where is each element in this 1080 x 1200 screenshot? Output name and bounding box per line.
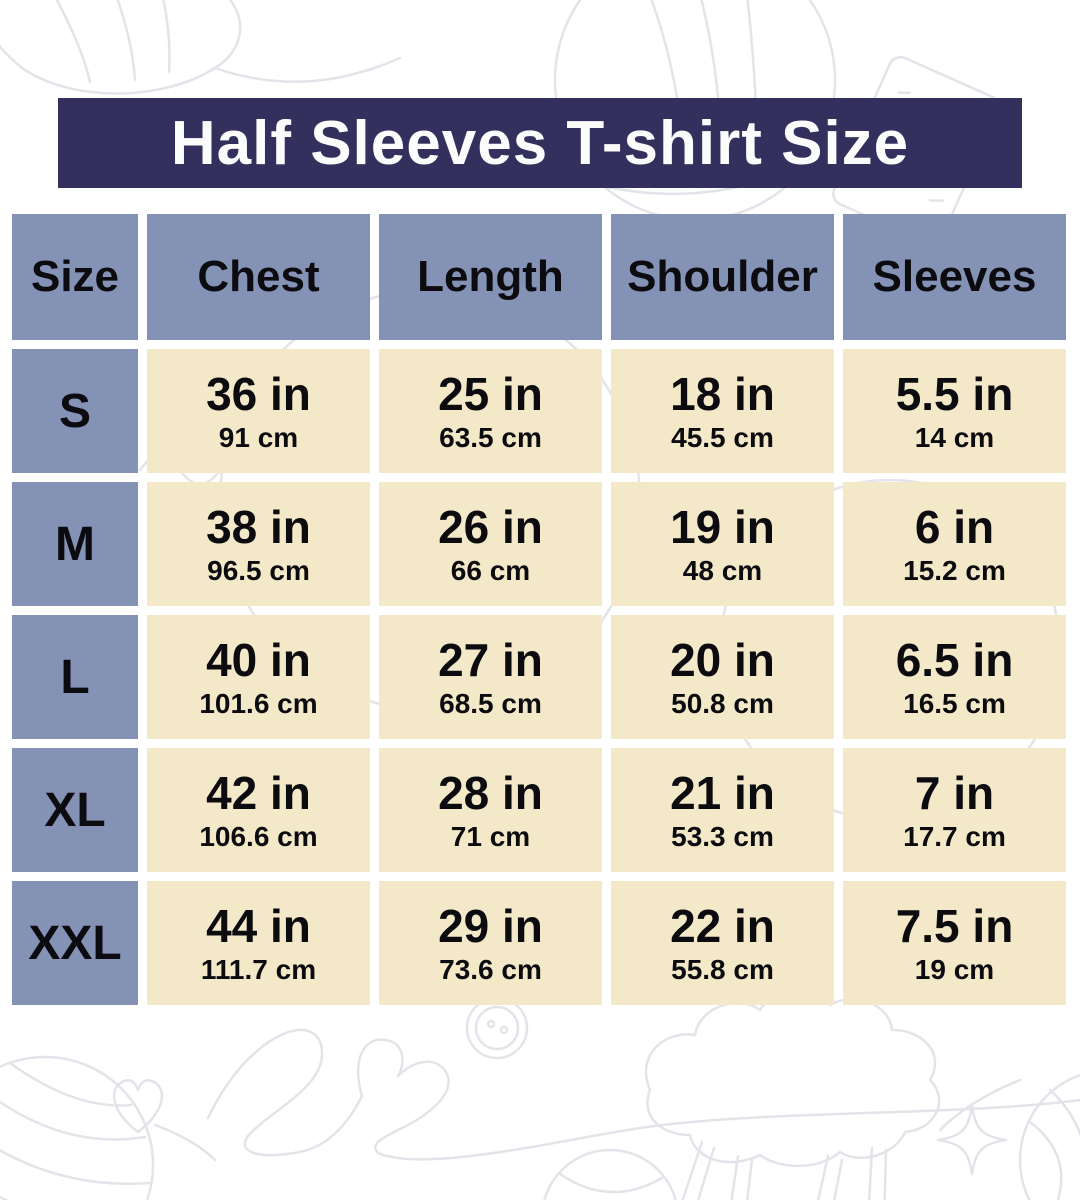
heart-doodle: [112, 1079, 164, 1134]
cm-value: 15.2 cm: [903, 554, 1006, 586]
measurement-cell: 19 in 48 cm: [611, 482, 834, 606]
header-length: Length: [379, 214, 602, 340]
cm-value: 66 cm: [450, 554, 531, 586]
inches-value: 20 in: [670, 633, 775, 686]
measurement-cell: 7.5 in 19 cm: [843, 881, 1066, 1005]
measurement-cell: 6.5 in 16.5 cm: [843, 615, 1066, 739]
measurement-cell: 7 in 17.7 cm: [843, 748, 1066, 872]
cm-value: 96.5 cm: [207, 554, 310, 586]
inches-value: 22 in: [670, 899, 775, 952]
measurement-cell: 27 in 68.5 cm: [379, 615, 602, 739]
measurement-cell: 40 in 101.6 cm: [147, 615, 370, 739]
inches-value: 42 in: [206, 766, 311, 819]
measurement-cell: 44 in 111.7 cm: [147, 881, 370, 1005]
measurement-cell: 26 in 66 cm: [379, 482, 602, 606]
inches-value: 44 in: [206, 899, 311, 952]
cm-value: 91 cm: [218, 421, 299, 453]
measurement-cell: 29 in 73.6 cm: [379, 881, 602, 1005]
inches-value: 26 in: [438, 500, 543, 553]
cm-value: 106.6 cm: [199, 820, 318, 852]
inches-value: 19 in: [670, 500, 775, 553]
size-table: Size Chest Length Shoulder Sleeves S 36 in 91 c…: [12, 214, 1066, 1005]
cm-value: 68.5 cm: [439, 687, 542, 719]
header-chest: Chest: [147, 214, 370, 340]
inches-value: 6.5 in: [895, 633, 1014, 686]
measurement-cell: 25 in 63.5 cm: [379, 349, 602, 473]
yarn-ball-partial-doodle: [543, 1148, 677, 1200]
measurement-cell: 18 in 45.5 cm: [611, 349, 834, 473]
title-bar: Half Sleeves T-shirt Size: [58, 98, 1022, 188]
button-doodle: [465, 996, 529, 1060]
page-title: Half Sleeves T-shirt Size: [170, 108, 910, 178]
yarn-ball-striped-doodle: [0, 1055, 217, 1200]
size-label-s: S: [12, 349, 138, 473]
inches-value: 6 in: [914, 500, 995, 553]
cm-value: 55.8 cm: [671, 953, 774, 985]
cm-value: 73.6 cm: [439, 953, 542, 985]
measurement-cell: 36 in 91 cm: [147, 349, 370, 473]
measurement-cell: 28 in 71 cm: [379, 748, 602, 872]
inches-value: 5.5 in: [895, 367, 1014, 420]
cm-value: 16.5 cm: [903, 687, 1006, 719]
inches-value: 36 in: [206, 367, 311, 420]
inches-value: 7 in: [914, 766, 995, 819]
measurement-cell: 20 in 50.8 cm: [611, 615, 834, 739]
header-shoulder: Shoulder: [611, 214, 834, 340]
measurement-cell: 38 in 96.5 cm: [147, 482, 370, 606]
cm-value: 17.7 cm: [903, 820, 1006, 852]
measurement-cell: 22 in 55.8 cm: [611, 881, 834, 1005]
yarn-corner-doodle: [938, 1073, 1080, 1200]
inches-value: 40 in: [206, 633, 311, 686]
sparkle-doodle: [936, 1104, 1008, 1176]
cm-value: 14 cm: [914, 421, 995, 453]
cm-value: 45.5 cm: [671, 421, 774, 453]
header-size: Size: [12, 214, 138, 340]
measurement-cell: 5.5 in 14 cm: [843, 349, 1066, 473]
measurement-cell: 6 in 15.2 cm: [843, 482, 1066, 606]
inches-value: 29 in: [438, 899, 543, 952]
inches-value: 25 in: [438, 367, 543, 420]
cm-value: 111.7 cm: [200, 953, 317, 985]
header-sleeves: Sleeves: [843, 214, 1066, 340]
inches-value: 38 in: [206, 500, 311, 553]
inches-value: 7.5 in: [895, 899, 1014, 952]
cm-value: 19 cm: [914, 953, 995, 985]
yarn-skein-doodle: [0, 0, 402, 95]
size-label-xxl: XXL: [12, 881, 138, 1005]
inches-value: 21 in: [670, 766, 775, 819]
thread-heart-doodle: [206, 1028, 1080, 1161]
inches-value: 28 in: [438, 766, 543, 819]
sheep-doodle: [644, 989, 941, 1200]
inches-value: 18 in: [670, 367, 775, 420]
cm-value: 101.6 cm: [199, 687, 318, 719]
cm-value: 53.3 cm: [671, 820, 774, 852]
cm-value: 71 cm: [450, 820, 531, 852]
cm-value: 48 cm: [682, 554, 763, 586]
cm-value: 50.8 cm: [671, 687, 774, 719]
cm-value: 63.5 cm: [439, 421, 542, 453]
size-label-xl: XL: [12, 748, 138, 872]
size-label-m: M: [12, 482, 138, 606]
inches-value: 27 in: [438, 633, 543, 686]
measurement-cell: 42 in 106.6 cm: [147, 748, 370, 872]
size-label-l: L: [12, 615, 138, 739]
measurement-cell: 21 in 53.3 cm: [611, 748, 834, 872]
